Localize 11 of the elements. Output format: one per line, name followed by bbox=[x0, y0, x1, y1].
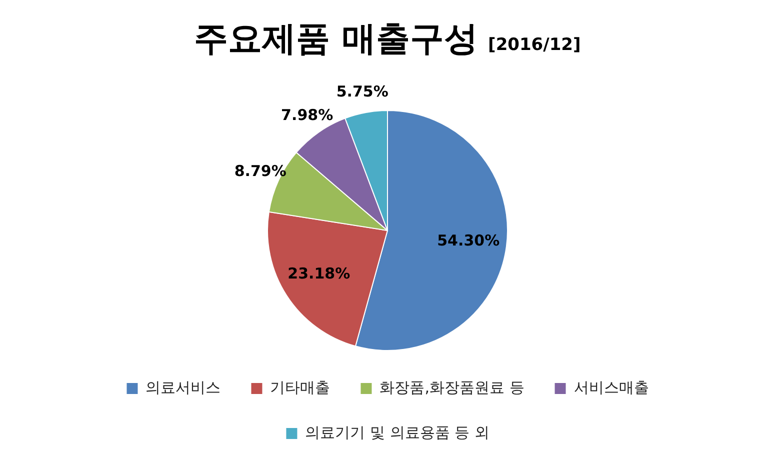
chart-subtitle: [2016/12] bbox=[488, 35, 581, 55]
legend-label: 의료기기 및 의료용품 등 외 bbox=[305, 423, 490, 442]
chart-title: 주요제품 매출구성 bbox=[194, 19, 478, 59]
data-label: 54.30% bbox=[437, 231, 500, 250]
data-label: 7.98% bbox=[281, 106, 334, 124]
legend-label: 기타매출 bbox=[270, 378, 330, 396]
data-label: 23.18% bbox=[288, 264, 350, 283]
legend-label: 서비스매출 bbox=[574, 378, 649, 396]
legend-label: 화장품,화장품원료 등 bbox=[380, 378, 524, 396]
data-label: 5.75% bbox=[336, 82, 388, 101]
legend-label: 의료서비스 bbox=[146, 378, 221, 396]
